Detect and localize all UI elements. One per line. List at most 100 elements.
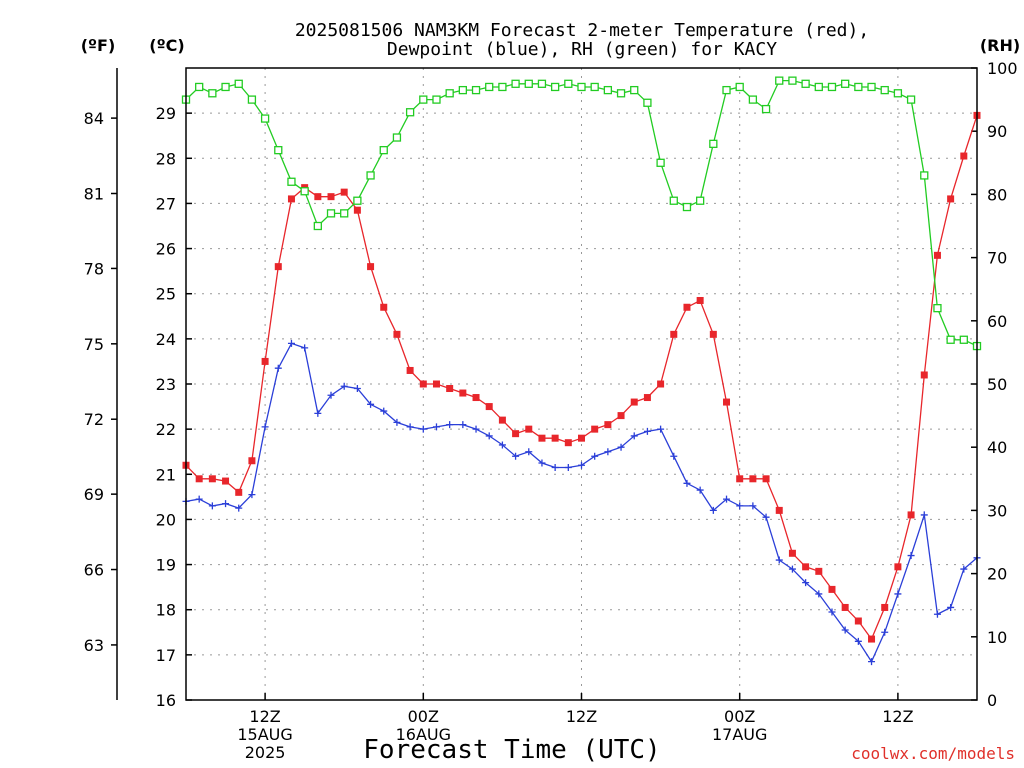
data-point-temperature (630, 398, 638, 406)
data-point-rh (340, 209, 349, 218)
data-point-dewpoint (222, 500, 230, 508)
celsius-tick-label: 16 (156, 691, 176, 710)
data-point-temperature (802, 563, 810, 571)
data-point-rh (260, 114, 270, 123)
data-point-dewpoint (195, 495, 203, 503)
data-point-rh (959, 335, 968, 344)
x-axis-title: Forecast Time (UTC) (363, 735, 660, 765)
data-point-dewpoint (960, 565, 968, 573)
data-point-rh (854, 82, 863, 92)
data-point-rh (511, 79, 520, 88)
data-point-dewpoint (933, 610, 941, 618)
data-point-rh (656, 158, 665, 167)
data-point-rh (313, 221, 322, 231)
data-point-temperature (723, 398, 731, 406)
rh-tick-label: 20 (987, 565, 1007, 584)
data-point-temperature (894, 563, 902, 571)
data-point-rh (498, 82, 507, 92)
data-point-temperature (208, 475, 216, 483)
plot-frame (185, 67, 978, 701)
data-point-temperature (314, 193, 322, 201)
data-point-temperature (512, 430, 520, 438)
data-point-rh (761, 104, 771, 114)
data-point-rh (880, 85, 889, 95)
data-point-dewpoint (894, 590, 902, 598)
data-point-dewpoint (512, 452, 520, 460)
rh-tick-label: 80 (987, 185, 1007, 204)
data-point-temperature (564, 439, 572, 447)
data-point-temperature (749, 475, 757, 483)
data-point-dewpoint (815, 590, 823, 598)
data-point-dewpoint (749, 502, 757, 510)
data-point-rh (379, 146, 388, 155)
data-point-temperature (367, 263, 375, 271)
data-point-rh (906, 95, 916, 104)
x-tick-label: 12Z (566, 707, 597, 726)
data-point-temperature (709, 330, 717, 338)
data-point-rh (274, 146, 283, 155)
data-point-temperature (393, 330, 401, 338)
data-point-rh (234, 79, 243, 88)
x-tick-label: 12Z (249, 707, 280, 726)
data-point-dewpoint (432, 423, 440, 431)
data-point-dewpoint (762, 513, 770, 521)
chart-title-line-2: Dewpoint (blue), RH (green) for KACY (387, 39, 777, 60)
data-point-rh (709, 139, 718, 148)
data-point-dewpoint (353, 385, 361, 393)
data-point-temperature (235, 488, 243, 496)
data-point-dewpoint (287, 339, 295, 347)
rh-tick-label: 60 (987, 312, 1007, 331)
data-point-temperature (287, 195, 295, 203)
celsius-tick-label: 21 (156, 465, 176, 484)
celsius-tick-label: 18 (156, 601, 176, 620)
data-point-rh (208, 89, 217, 98)
data-point-dewpoint (235, 504, 243, 512)
fahrenheit-tick-label: 75 (84, 335, 104, 354)
data-point-dewpoint (472, 425, 480, 433)
data-point-rh (775, 76, 784, 85)
data-point-temperature (340, 188, 348, 196)
data-point-temperature (933, 251, 941, 259)
fahrenheit-tick-label: 72 (84, 410, 104, 429)
data-point-dewpoint (248, 491, 256, 499)
data-point-rh (682, 202, 692, 212)
celsius-tick-label: 29 (156, 104, 176, 123)
data-point-temperature (657, 380, 665, 388)
data-point-rh (300, 187, 309, 196)
data-point-dewpoint (920, 511, 928, 519)
data-point-dewpoint (683, 479, 691, 487)
data-point-dewpoint (841, 626, 849, 634)
x-tick-label: 2025 (245, 743, 286, 762)
chart-title-line-1: 2025081506 NAM3KM Forecast 2-meter Tempe… (295, 20, 869, 41)
fahrenheit-tick-label: 66 (84, 561, 104, 580)
data-point-rh (893, 89, 903, 98)
data-point-temperature (195, 475, 203, 483)
fahrenheit-tick-label: 84 (84, 109, 104, 128)
celsius-tick-label: 25 (156, 285, 176, 304)
data-point-dewpoint (775, 556, 783, 564)
data-point-temperature (419, 380, 427, 388)
data-point-dewpoint (881, 628, 889, 636)
data-point-dewpoint (578, 461, 585, 469)
data-point-rh (445, 89, 454, 98)
data-point-rh (577, 82, 586, 92)
data-point-dewpoint (525, 448, 533, 456)
data-point-dewpoint (907, 552, 915, 560)
data-point-temperature (406, 366, 414, 374)
data-point-rh (630, 85, 639, 95)
data-point-dewpoint (604, 448, 612, 456)
celsius-tick-label: 19 (156, 556, 176, 575)
data-point-temperature (907, 511, 915, 519)
data-point-dewpoint (208, 502, 216, 510)
data-point-dewpoint (868, 658, 876, 666)
data-point-dewpoint (459, 421, 467, 429)
data-point-temperature (538, 434, 546, 442)
data-point-rh (419, 95, 428, 104)
data-point-dewpoint (788, 565, 796, 573)
data-point-temperature (498, 416, 506, 424)
data-point-rh (788, 76, 797, 85)
data-point-dewpoint (643, 427, 651, 435)
data-point-temperature (591, 425, 599, 433)
data-point-temperature (670, 330, 678, 338)
